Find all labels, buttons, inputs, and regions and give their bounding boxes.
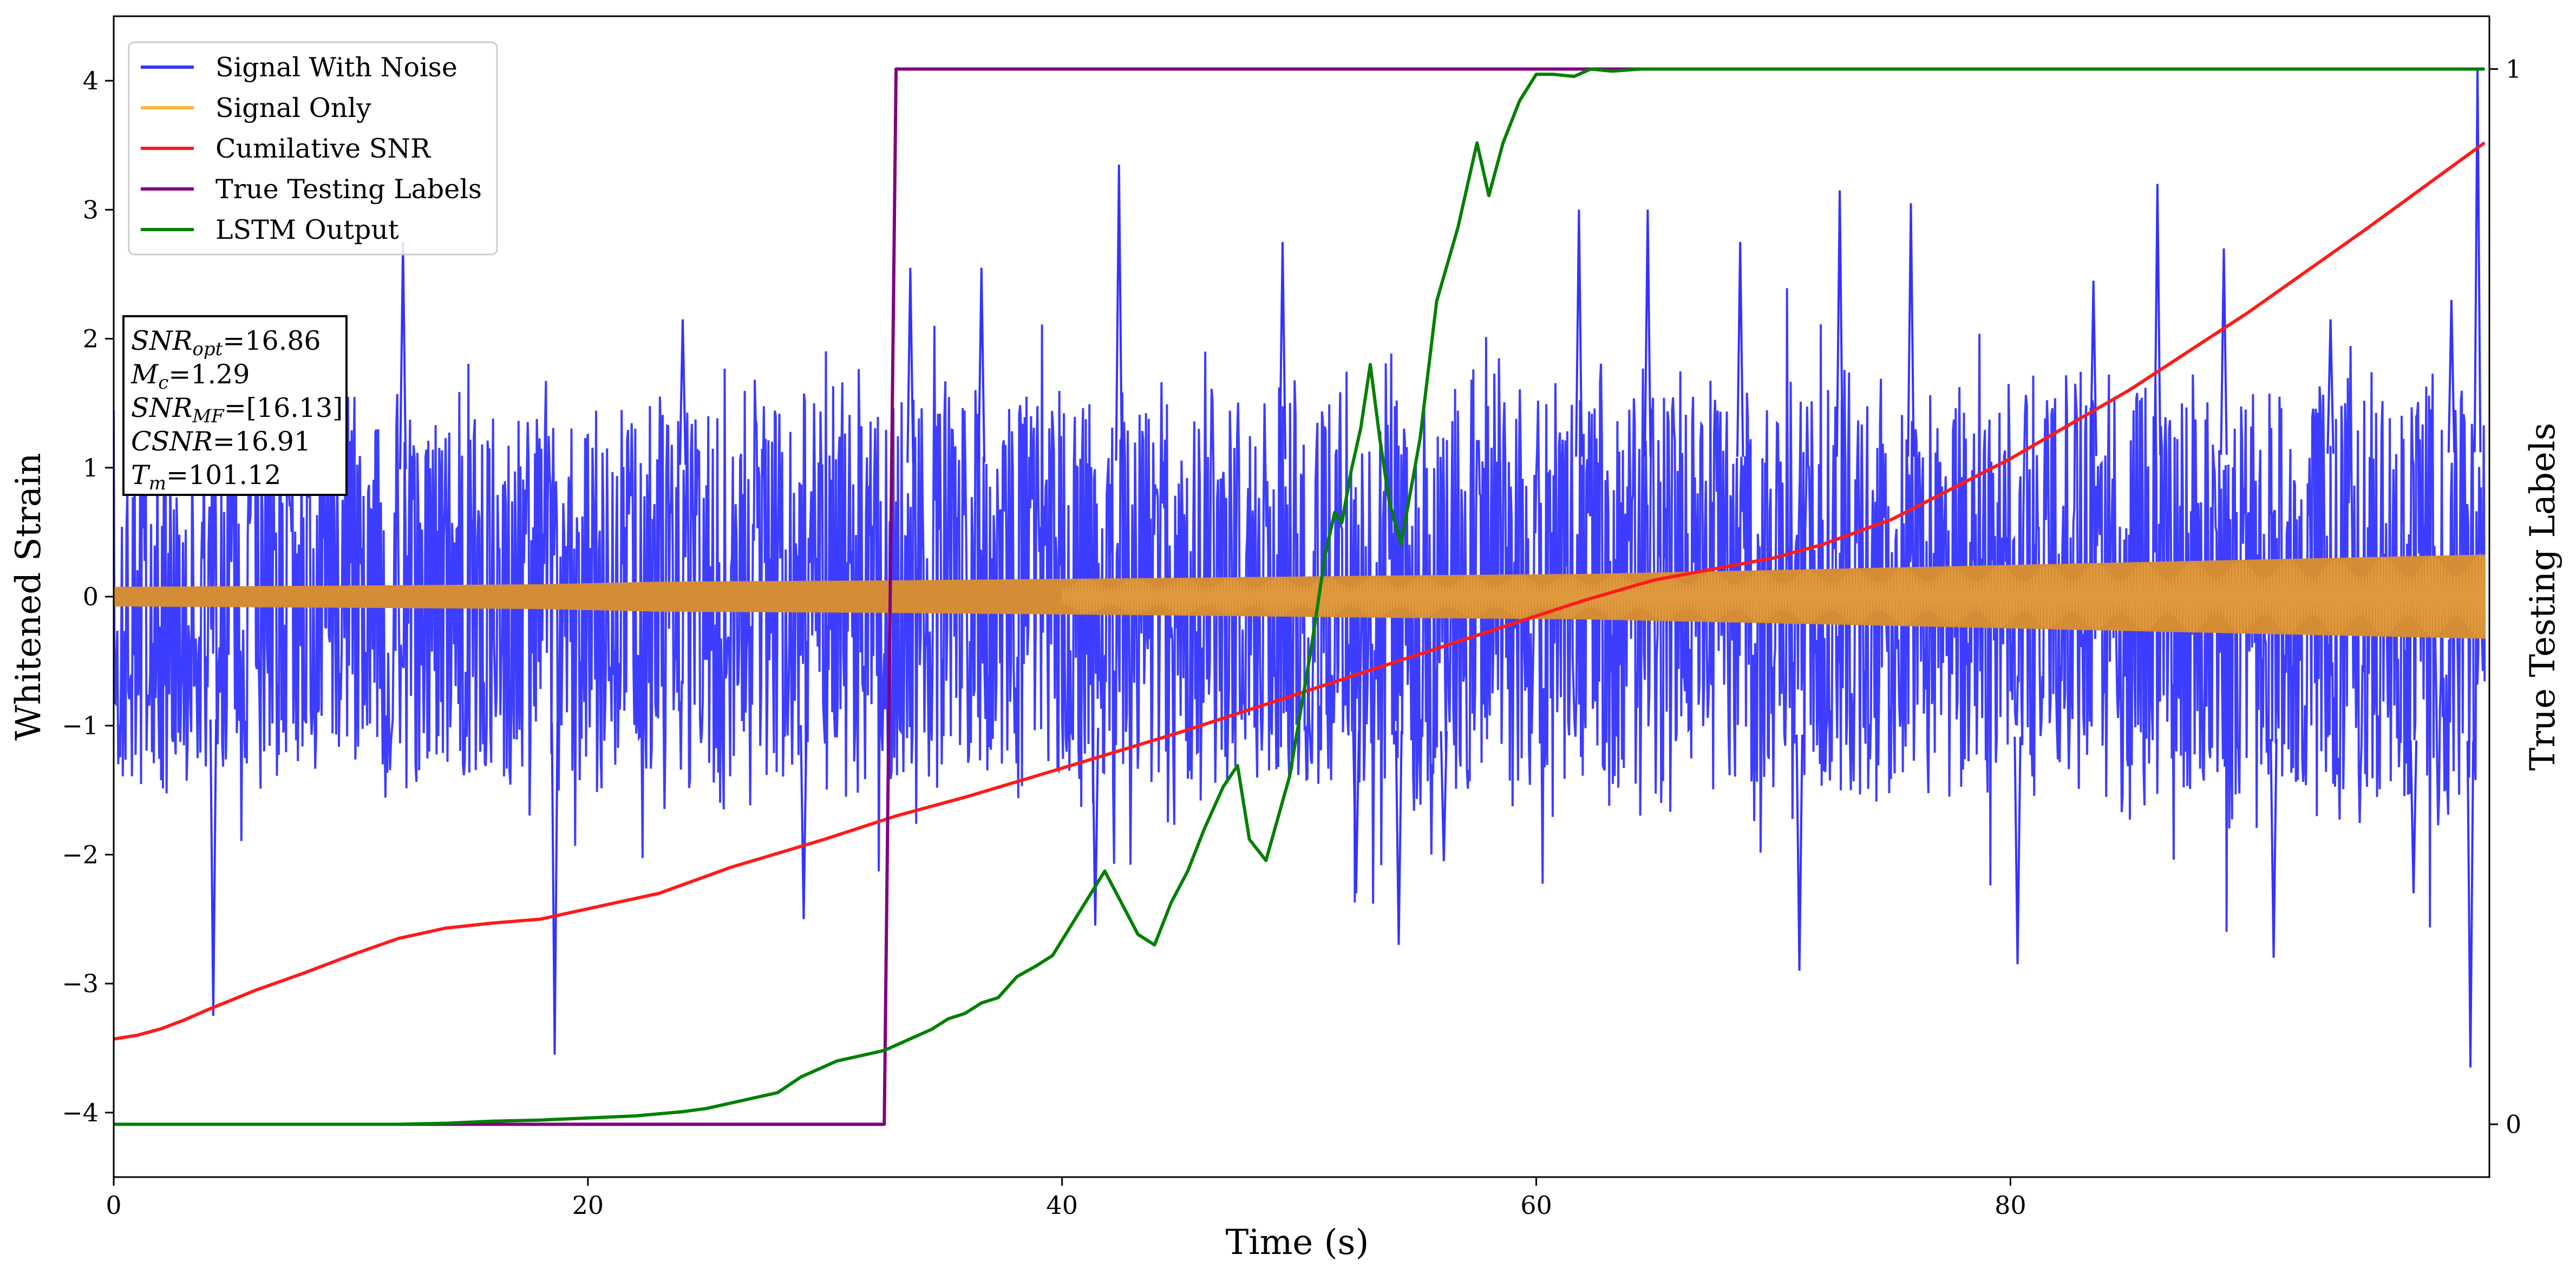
noise-spike [1795,734,1803,971]
annotation-line: SNRopt=16.86 [131,325,321,360]
annotation-line: Mc=1.29 [130,359,250,394]
annotation-line: CSNR=16.91 [131,426,311,457]
noise-spike [1835,190,1844,457]
noise-spike [2089,280,2097,456]
annotation-line: SNRMF=[16.13] [131,393,343,427]
noise-spike [2409,740,2418,893]
x-tick-label: 60 [1520,1191,1552,1220]
y-tick-label: 2 [83,324,99,354]
noise-spike [906,267,914,463]
y-axis-title: Whitened Strain [9,453,49,740]
noise-spike [1115,164,1123,461]
noise-spike [1736,241,1744,457]
noise-spike [2326,319,2335,454]
legend-label: Signal With Noise [215,52,457,83]
noise-spike [209,719,218,1016]
series-signal-with-noise [114,68,2486,1068]
noise-spike [678,319,687,465]
x-axis-title: Time (s) [1226,1223,1369,1263]
noise-spike [1278,241,1287,460]
y-right-axis-title: True Testing Labels [2523,423,2563,771]
annotation-line: Tm=101.12 [131,460,281,494]
x-tick-label: 40 [1046,1191,1078,1220]
x-tick-label: 80 [1995,1191,2026,1220]
noise-spike [800,725,808,919]
y-tick-label: −4 [62,1098,99,1127]
noise-spike [2220,248,2228,455]
y-tick-label: 4 [83,66,99,95]
annotation-frame [122,315,348,496]
legend-label: Cumilative SNR [215,133,431,164]
legend-frame [128,41,498,256]
series-lstm-output [114,67,2485,1126]
y-tick-label: 3 [83,195,99,224]
series-signal-only [114,554,2486,639]
y-tick-label: 1 [83,453,99,482]
y-tick-label: −3 [62,969,99,998]
noise-trace [114,288,2486,932]
noise-spike [1575,210,1583,457]
noise-spike [1091,728,1100,926]
noise-spike [2270,739,2278,958]
x-tick-label: 0 [106,1191,121,1220]
legend-label: LSTM Output [215,214,399,245]
noise-spike [551,722,559,1055]
noise-spike [1440,731,1448,861]
y-tick-label: −1 [62,711,99,740]
noise-spike [2013,736,2022,964]
legend: Signal With Noise Signal Only Cumilative S… [128,41,498,256]
plot-area [114,67,2486,1126]
noise-spike [2153,184,2162,455]
noise-spike [1352,730,1360,893]
series-cumilative-snr [114,141,2486,1041]
y-tick-label: 0 [83,582,99,611]
signal-oscillation [1061,555,2486,638]
x-tick-label: 20 [572,1191,604,1220]
noise-spike [1395,730,1403,945]
legend-label: True Testing Labels [215,174,482,205]
noise-spike [1907,203,1915,457]
legend-label: Signal Only [215,93,371,123]
noise-spike [977,267,986,462]
noise-spike [2447,300,2456,453]
annotation-box: SNRopt=16.86Mc=1.29SNRMF=[16.13]CSNR=16.… [122,315,348,496]
noise-spike [1644,210,1652,457]
y-right-tick-label: 0 [2506,1110,2521,1139]
noise-spike [2466,741,2475,1068]
y-right-tick-label: 1 [2506,54,2521,83]
y-tick-label: −2 [62,840,99,869]
